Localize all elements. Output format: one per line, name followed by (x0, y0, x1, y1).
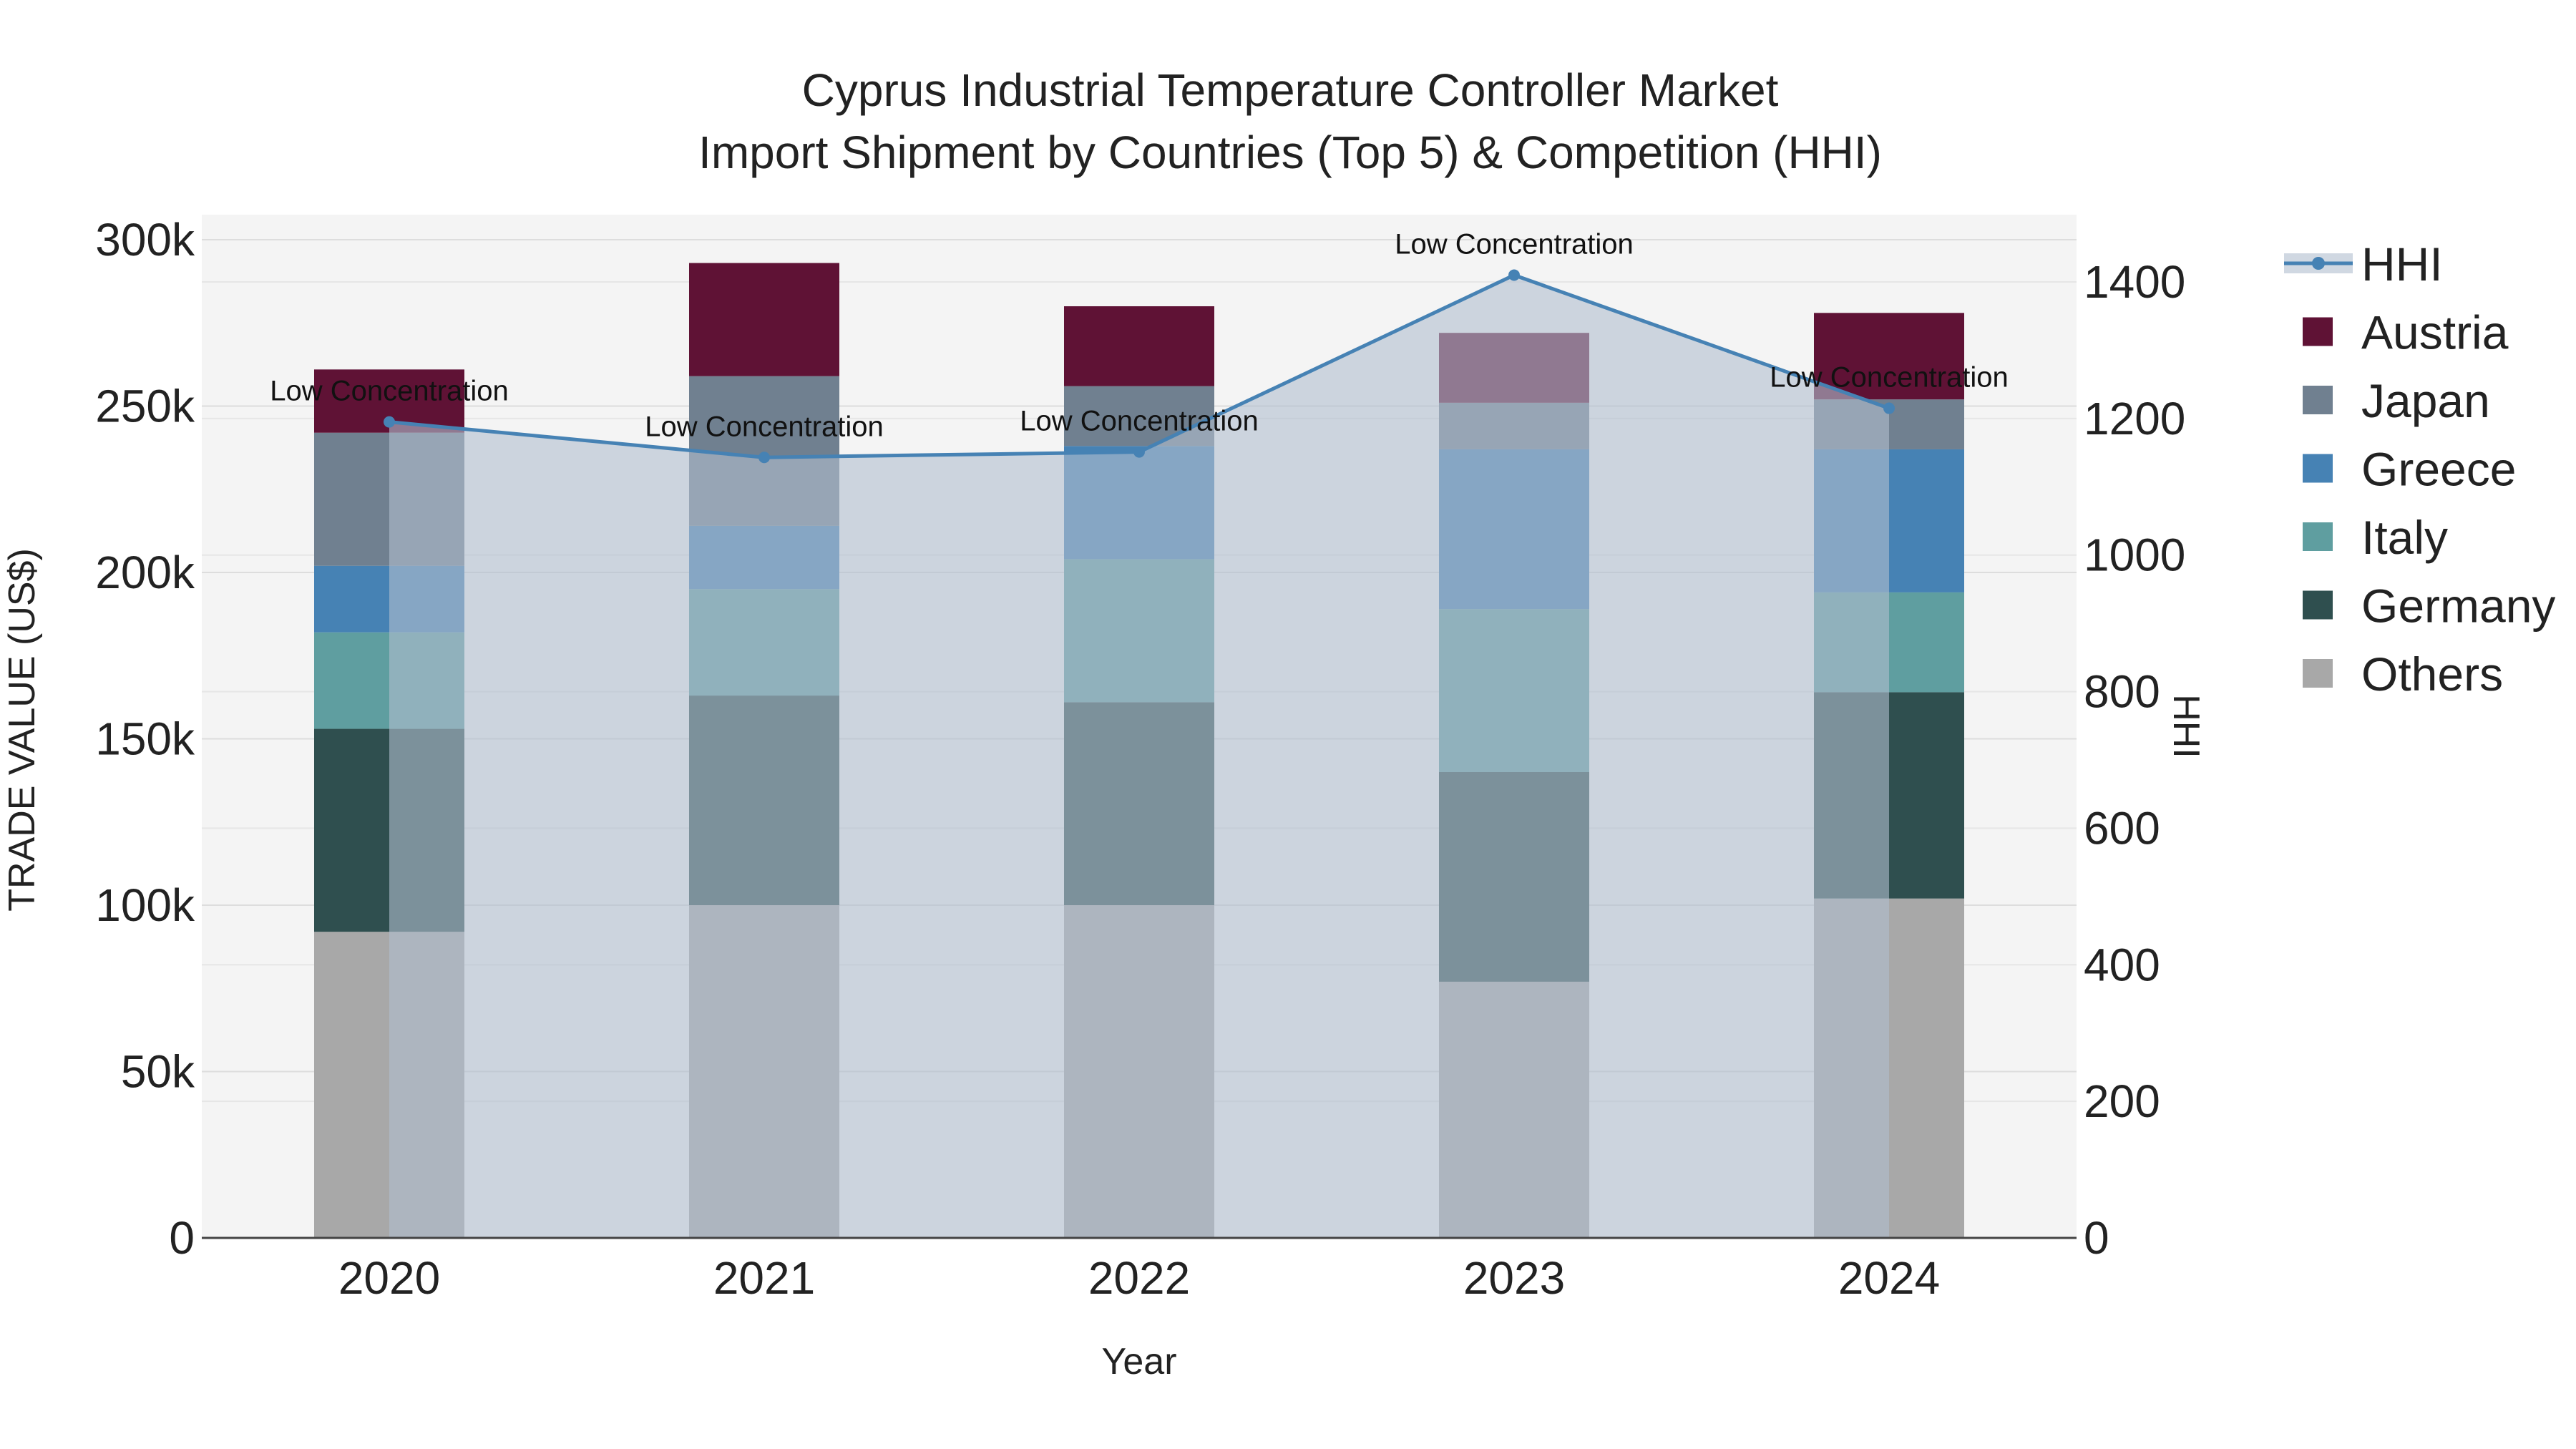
y-axis-ticks: 0 50k 100k 150k 200k 250k 300k (95, 214, 195, 1264)
legend-swatch-italy (2303, 522, 2333, 551)
legend-label-germany: Germany (2361, 580, 2555, 633)
legend-label-others: Others (2361, 648, 2503, 701)
y2-tick-label-0: 0 (2084, 1212, 2109, 1264)
hhi-annotation-2020: Low Concentration (270, 376, 509, 407)
legend: HHI Austria Japan Greece Italy Germany Others (2284, 238, 2555, 701)
legend-label-hhi: HHI (2361, 238, 2443, 291)
hhi-line-group (384, 269, 1895, 464)
y-tick-label-6: 300k (95, 214, 195, 265)
y-tick-label-3: 150k (95, 713, 195, 765)
legend-swatch-greece (2303, 454, 2333, 483)
bar-austria-2022 (1064, 306, 1214, 386)
legend-hhi-marker (2312, 257, 2325, 270)
y-axis-title: TRADE VALUE (US$) (1, 548, 43, 912)
y-tick-label-0: 0 (169, 1212, 195, 1264)
y-tick-label-4: 200k (95, 547, 195, 598)
legend-label-japan: Japan (2361, 374, 2490, 427)
hhi-area (389, 275, 1889, 1238)
hhi-annotation-2021: Low Concentration (645, 411, 884, 442)
hhi-annotation-2024: Low Concentration (1770, 362, 2009, 394)
hhi-point-2020 (384, 416, 395, 428)
legend-swatch-austria (2303, 317, 2333, 346)
hhi-point-2022 (1133, 446, 1145, 458)
legend-label-austria: Austria (2361, 306, 2509, 359)
hhi-annotation-2022: Low Concentration (1020, 406, 1259, 437)
legend-swatch-germany (2303, 590, 2333, 620)
y2-tick-label-1: 200 (2084, 1075, 2160, 1127)
chart-title-line2: Import Shipment by Countries (Top 5) & C… (698, 127, 1882, 178)
hhi-area-group (389, 275, 1889, 1238)
x-tick-label-2020: 2020 (338, 1252, 440, 1304)
x-tick-label-2024: 2024 (1838, 1252, 1940, 1304)
hhi-annotation-2023: Low Concentration (1395, 228, 1634, 260)
y2-tick-label-2: 400 (2084, 939, 2160, 990)
y2-tick-label-5: 1000 (2084, 530, 2185, 581)
hhi-point-2021 (758, 452, 770, 464)
y2-tick-label-3: 600 (2084, 802, 2160, 854)
x-tick-label-2023: 2023 (1463, 1252, 1565, 1304)
hhi-point-2023 (1508, 269, 1520, 281)
bar-austria-2021 (689, 263, 839, 376)
y-tick-label-2: 100k (95, 879, 195, 931)
legend-label-greece: Greece (2361, 443, 2516, 496)
hhi-point-2024 (1883, 402, 1895, 414)
legend-swatch-others (2303, 659, 2333, 688)
y2-axis-title: HHI (2165, 694, 2207, 758)
legend-swatch-japan (2303, 386, 2333, 414)
y-tick-label-5: 250k (95, 381, 195, 432)
bar-austria-2024 (1814, 313, 1964, 400)
x-tick-label-2022: 2022 (1088, 1252, 1190, 1304)
y-tick-label-1: 50k (121, 1046, 195, 1098)
y2-tick-label-4: 800 (2084, 666, 2160, 718)
x-tick-label-2021: 2021 (713, 1252, 815, 1304)
y2-tick-label-6: 1200 (2084, 393, 2185, 444)
x-axis-title: Year (1101, 1341, 1176, 1382)
legend-label-italy: Italy (2361, 511, 2448, 564)
annotation-group: Low Concentration Low Concentration Low Co… (270, 228, 2009, 442)
y2-axis-ticks: 0 200 400 600 800 1000 1200 1400 (2084, 256, 2185, 1264)
chart-title-line1: Cyprus Industrial Temperature Controller… (802, 64, 1779, 116)
x-axis-ticks: 2020 2021 2022 2023 2024 (338, 1252, 1940, 1304)
y2-tick-label-7: 1400 (2084, 256, 2185, 308)
